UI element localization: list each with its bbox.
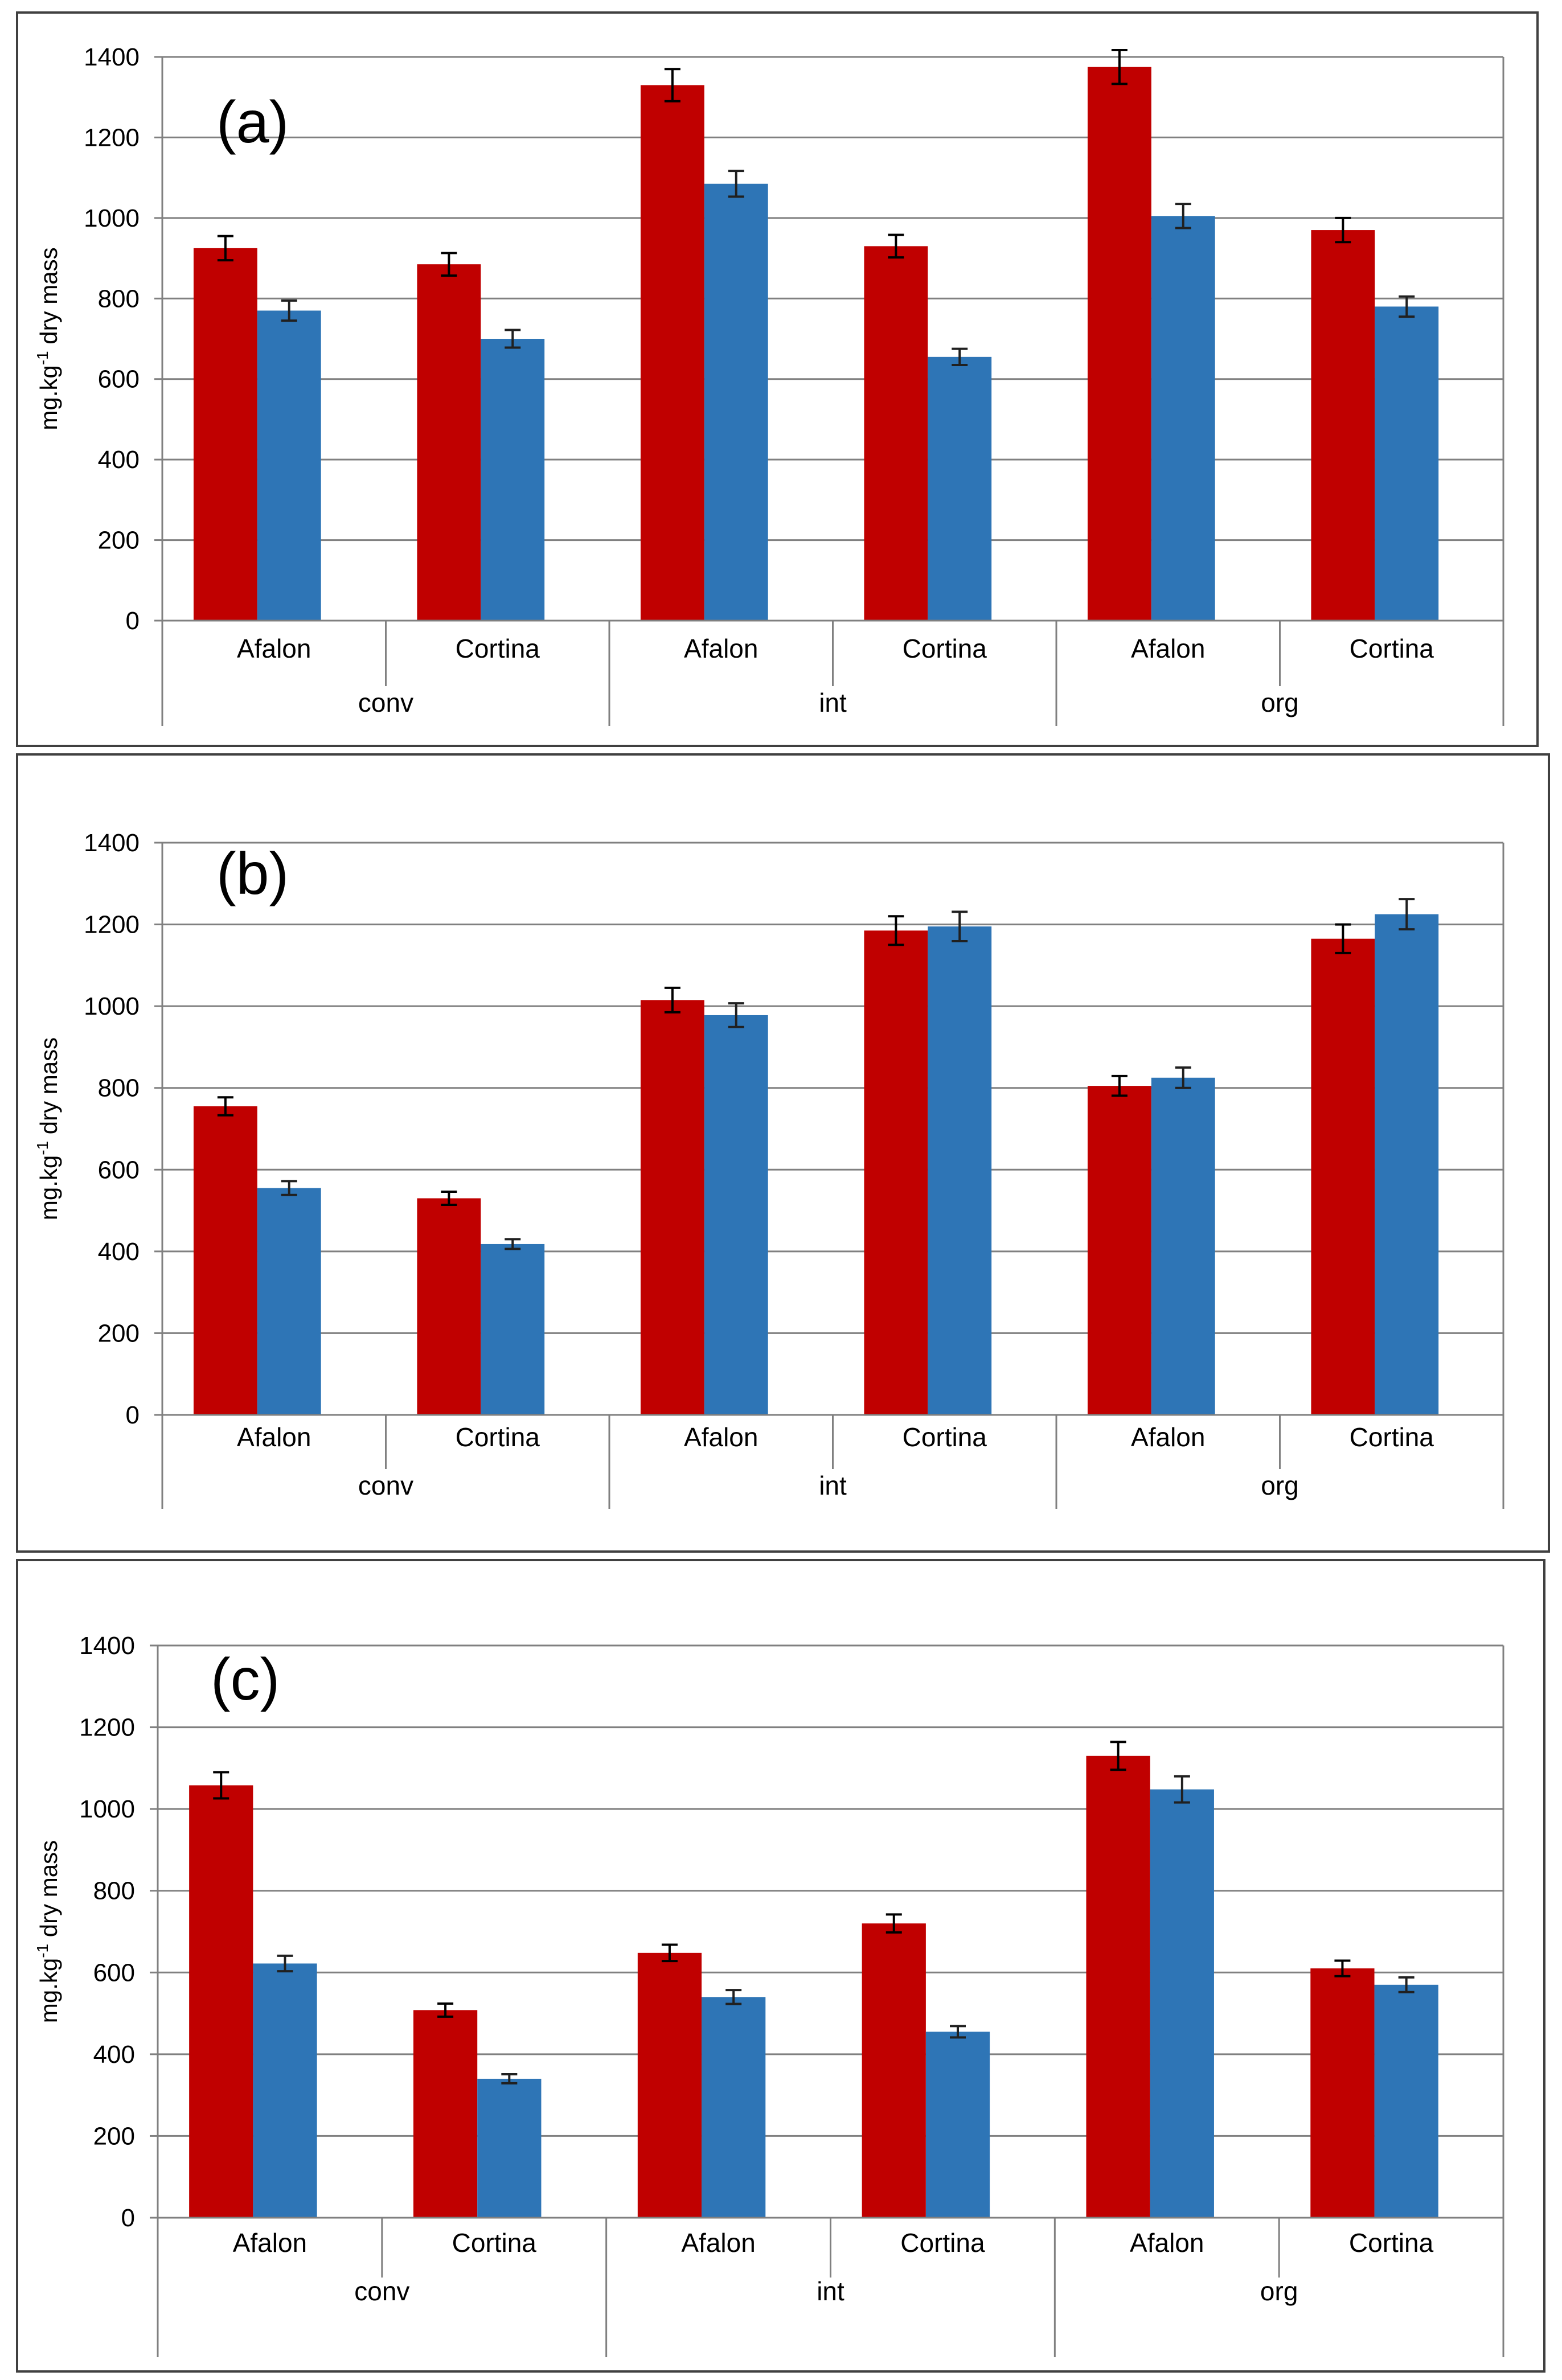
y-axis-label: mg.kg-1 dry mass — [34, 1840, 62, 2023]
x-category-label: Afalon — [1130, 2228, 1204, 2258]
x-group-label: org — [1261, 1471, 1298, 1500]
bar-blue-afalon — [704, 1015, 768, 1415]
bar-red-cortina — [1311, 938, 1375, 1415]
bar-red-afalon — [193, 1106, 257, 1415]
x-category-label: Cortina — [900, 2228, 985, 2258]
x-category-label: Cortina — [456, 634, 540, 663]
bar-red-cortina — [417, 1198, 481, 1415]
bar-blue-afalon — [1151, 216, 1215, 621]
y-tick-label: 1200 — [84, 911, 140, 939]
y-tick-label: 1400 — [79, 1632, 135, 1660]
y-tick-label: 600 — [93, 1959, 135, 1987]
bar-red-afalon — [193, 248, 257, 621]
x-category-label: Afalon — [1131, 1422, 1205, 1452]
y-tick-label: 1000 — [84, 992, 140, 1020]
y-axis-label: mg.kg-1 dry mass — [34, 1037, 62, 1220]
y-tick-label: 1400 — [84, 829, 140, 857]
x-category-label: Cortina — [1350, 1422, 1434, 1452]
y-tick-label: 1000 — [79, 1795, 135, 1823]
bar-red-afalon — [1087, 1086, 1151, 1415]
bar-blue-cortina — [928, 356, 992, 621]
bar-blue-afalon — [257, 1188, 321, 1415]
y-axis-label: mg.kg-1 dry mass — [34, 247, 62, 430]
bar-blue-afalon — [704, 183, 768, 621]
y-tick-label: 200 — [98, 1319, 140, 1347]
bar-blue-afalon — [1151, 1077, 1215, 1415]
bar-blue-cortina — [1375, 914, 1439, 1415]
x-category-label: Afalon — [237, 634, 311, 663]
x-category-label: Afalon — [233, 2228, 307, 2258]
x-group-label: conv — [358, 688, 413, 717]
x-group-label: org — [1261, 688, 1298, 717]
bar-red-afalon — [1086, 1755, 1150, 2218]
y-tick-label: 400 — [98, 1238, 140, 1266]
panel-label: (c) — [211, 1647, 280, 1713]
y-tick-label: 1000 — [84, 204, 140, 232]
bar-blue-cortina — [477, 2078, 542, 2218]
x-category-label: Cortina — [903, 634, 987, 663]
x-category-label: Afalon — [237, 1422, 311, 1452]
x-group-label: org — [1260, 2276, 1298, 2306]
bar-blue-cortina — [925, 2032, 990, 2218]
x-group-label: conv — [354, 2276, 409, 2306]
y-tick-label: 800 — [93, 1877, 135, 1905]
y-tick-label: 1200 — [79, 1714, 135, 1742]
bar-red-cortina — [417, 264, 481, 621]
y-tick-label: 0 — [126, 1401, 140, 1429]
bar-red-afalon — [637, 1952, 702, 2218]
panel-label: (b) — [216, 841, 289, 907]
chart-panel-a: 0 200 400 600 800 1000 1200 1400 Afalon Cortina Af… — [16, 11, 1539, 747]
bar-blue-afalon — [257, 310, 321, 621]
x-group-label: conv — [358, 1471, 413, 1500]
x-group-label: int — [819, 1471, 847, 1500]
y-tick-label: 800 — [98, 1074, 140, 1102]
panel-border — [16, 753, 1550, 1553]
bar-red-cortina — [1311, 230, 1375, 621]
y-tick-label: 1400 — [84, 43, 140, 71]
chart-panel-c: 0 200 400 600 800 1000 1200 1400 Afalon Cortina Af… — [16, 1559, 1545, 2373]
bar-red-cortina — [413, 2010, 478, 2218]
bar-blue-afalon — [253, 1963, 317, 2218]
x-category-label: Cortina — [1349, 2228, 1434, 2258]
panel-label: (a) — [216, 89, 289, 155]
bar-red-afalon — [1087, 67, 1151, 621]
y-tick-label: 800 — [98, 285, 140, 313]
bar-blue-cortina — [481, 339, 545, 621]
bar-red-afalon — [640, 85, 704, 621]
bar-blue-cortina — [1375, 306, 1439, 621]
chart-panel-b: 0 200 400 600 800 1000 1200 1400 Afalon Cortina Af… — [16, 753, 1550, 1553]
y-tick-label: 1200 — [84, 124, 140, 151]
bar-blue-cortina — [1374, 1984, 1438, 2218]
y-tick-label: 200 — [98, 527, 140, 555]
x-category-label: Afalon — [1131, 634, 1205, 663]
bar-red-cortina — [862, 1923, 926, 2218]
bar-blue-afalon — [1150, 1789, 1214, 2218]
bar-blue-cortina — [928, 926, 992, 1415]
bar-blue-afalon — [702, 1997, 766, 2218]
bar-red-cortina — [864, 930, 928, 1415]
x-category-label: Afalon — [684, 634, 758, 663]
bar-red-cortina — [1310, 1968, 1375, 2218]
x-category-label: Cortina — [452, 2228, 537, 2258]
x-group-label: int — [817, 2276, 844, 2306]
bar-red-afalon — [640, 1000, 704, 1415]
y-tick-label: 0 — [121, 2204, 135, 2232]
y-tick-label: 0 — [126, 607, 140, 635]
y-tick-label: 600 — [98, 366, 140, 393]
x-category-label: Cortina — [456, 1422, 540, 1452]
bar-red-cortina — [864, 246, 928, 621]
y-tick-label: 600 — [98, 1156, 140, 1184]
y-tick-label: 400 — [93, 2041, 135, 2069]
x-category-label: Cortina — [1350, 634, 1434, 663]
x-category-label: Afalon — [684, 1422, 758, 1452]
y-tick-label: 400 — [98, 446, 140, 474]
x-category-label: Afalon — [681, 2228, 755, 2258]
bar-blue-cortina — [481, 1244, 545, 1415]
x-category-label: Cortina — [903, 1422, 987, 1452]
bar-red-afalon — [189, 1785, 253, 2218]
x-group-label: int — [819, 688, 847, 717]
y-tick-label: 200 — [93, 2122, 135, 2150]
